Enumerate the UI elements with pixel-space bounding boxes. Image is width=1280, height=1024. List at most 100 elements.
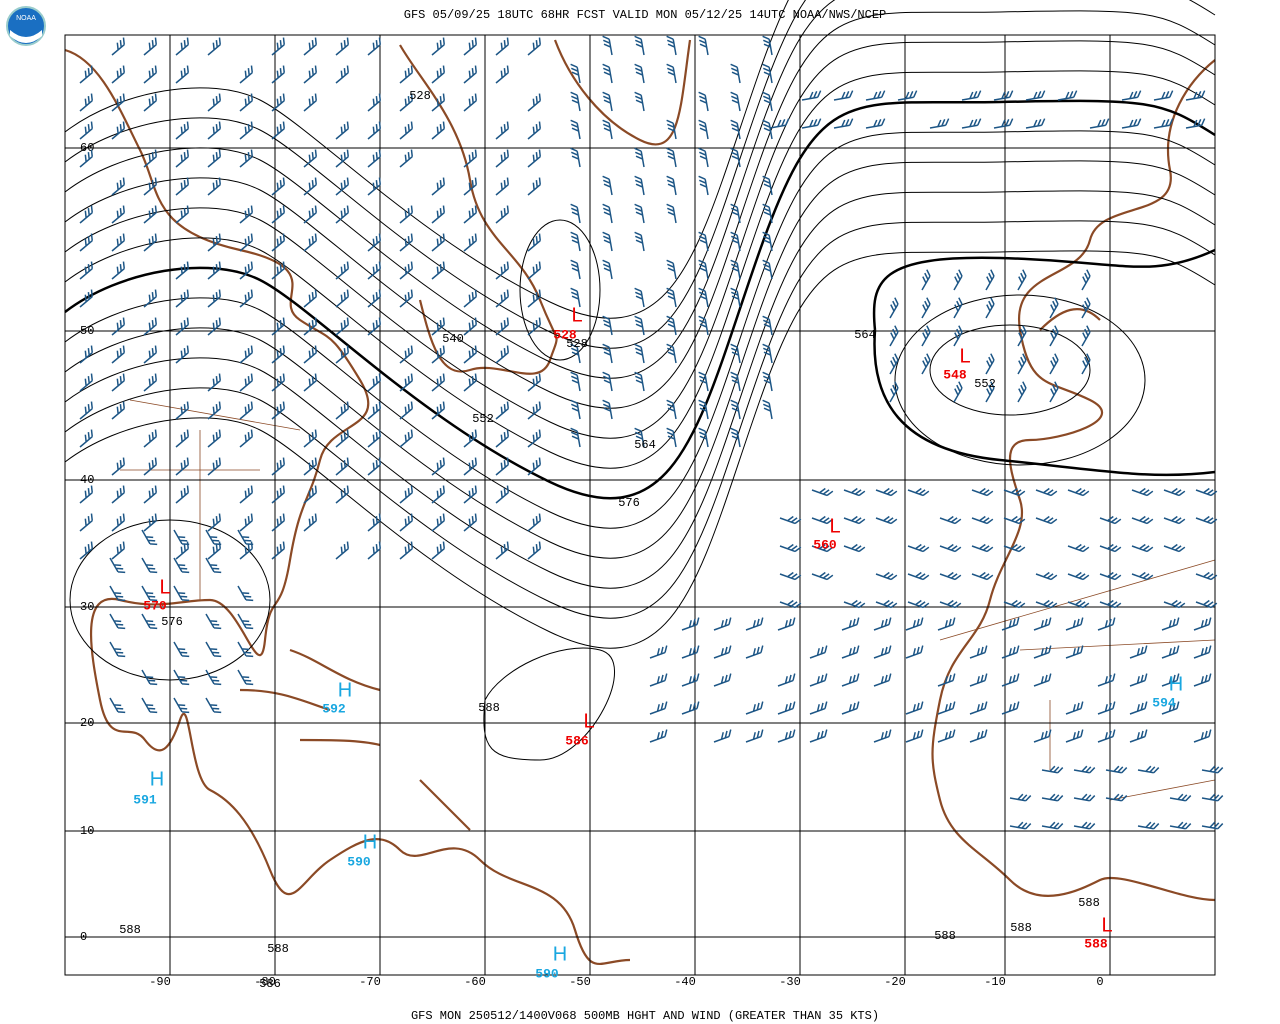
wind-barb xyxy=(175,121,190,140)
wind-barb xyxy=(175,205,190,224)
wind-barb xyxy=(1161,617,1180,631)
contour-label: 564 xyxy=(854,328,876,342)
wind-barb xyxy=(271,261,286,280)
wind-barb xyxy=(239,513,254,532)
wind-barb xyxy=(1201,765,1224,774)
wind-barb xyxy=(602,203,613,224)
wind-barb xyxy=(1169,793,1192,802)
wind-barb xyxy=(205,641,222,658)
wind-barb xyxy=(762,63,773,84)
wind-barb xyxy=(335,121,350,140)
wind-barb xyxy=(1161,673,1180,687)
wind-barb xyxy=(399,401,414,420)
wind-barb xyxy=(1131,571,1154,581)
wind-barb xyxy=(79,485,94,504)
wind-barb xyxy=(495,429,510,448)
wind-barb xyxy=(495,37,510,56)
wind-barb xyxy=(205,613,222,630)
wind-barb xyxy=(666,259,677,280)
wind-barb xyxy=(865,118,886,129)
wind-barb xyxy=(1131,543,1154,553)
wind-barb xyxy=(173,585,190,602)
wind-barb xyxy=(698,35,709,56)
wind-barb xyxy=(809,673,828,687)
lon-label: -30 xyxy=(779,975,801,989)
center-letter: H xyxy=(363,831,377,853)
wind-barb xyxy=(1067,599,1090,609)
wind-barb xyxy=(921,269,931,291)
wind-barb xyxy=(399,373,414,392)
wind-barb xyxy=(271,457,286,476)
wind-barb xyxy=(698,175,709,196)
wind-barb xyxy=(527,149,542,168)
wind-barb xyxy=(1081,353,1091,375)
wind-barb xyxy=(1033,729,1052,743)
wind-barb xyxy=(335,429,350,448)
wind-barb xyxy=(762,343,773,364)
wind-barb xyxy=(175,401,190,420)
wind-barb xyxy=(602,371,613,392)
wind-barb xyxy=(141,557,158,574)
wind-barb xyxy=(713,617,732,631)
wind-barb xyxy=(463,65,478,84)
wind-barb xyxy=(463,429,478,448)
wind-barb xyxy=(335,261,350,280)
wind-barb xyxy=(495,317,510,336)
wind-barb xyxy=(239,149,254,168)
wind-barb xyxy=(843,487,866,497)
wind-barb xyxy=(175,289,190,308)
wind-barb xyxy=(111,205,126,224)
wind-barb xyxy=(431,513,446,532)
wind-barb xyxy=(1001,701,1020,715)
wind-barb xyxy=(303,37,318,56)
wind-barb xyxy=(602,315,613,336)
logo-text: NOAA xyxy=(16,15,36,22)
wind-barb xyxy=(634,231,645,252)
wind-barb xyxy=(698,259,709,280)
wind-barb xyxy=(1099,599,1122,609)
wind-barb xyxy=(730,147,741,168)
wind-barb xyxy=(143,457,158,476)
wind-barb xyxy=(841,701,860,715)
wind-barb xyxy=(527,93,542,112)
wind-barb xyxy=(570,63,581,84)
wind-barb xyxy=(271,373,286,392)
wind-barb xyxy=(335,485,350,504)
wind-barb xyxy=(495,345,510,364)
contour-label: 540 xyxy=(442,332,464,346)
wind-barb xyxy=(762,231,773,252)
wind-barb xyxy=(303,289,318,308)
wind-barb xyxy=(143,93,158,112)
wind-barb xyxy=(207,261,222,280)
wind-barb xyxy=(79,401,94,420)
wind-barb xyxy=(303,233,318,252)
wind-barb xyxy=(173,641,190,658)
lon-label: -60 xyxy=(464,975,486,989)
wind-barb xyxy=(570,343,581,364)
contour xyxy=(64,0,789,319)
wind-barb xyxy=(937,729,956,743)
wind-barb xyxy=(730,427,741,448)
wind-barb xyxy=(1049,325,1059,347)
wind-barb xyxy=(431,177,446,196)
wind-barb xyxy=(745,645,764,659)
wind-barb xyxy=(698,119,709,140)
wind-barb xyxy=(745,617,764,631)
wind-barb xyxy=(1099,543,1122,553)
wind-barb xyxy=(745,729,764,743)
height-contours xyxy=(64,0,1216,761)
wind-barb xyxy=(431,345,446,364)
wind-barb xyxy=(399,93,414,112)
lat-label: 40 xyxy=(80,473,94,487)
wind-barb xyxy=(1129,645,1148,659)
contour xyxy=(64,0,807,349)
wind-barb xyxy=(1001,617,1020,631)
contour xyxy=(64,220,1216,619)
wind-barb xyxy=(666,63,677,84)
wind-barb xyxy=(431,457,446,476)
wind-barb xyxy=(602,119,613,140)
wind-barb xyxy=(495,261,510,280)
wind-barb xyxy=(1065,701,1084,715)
wind-barb xyxy=(271,121,286,140)
wind-barb xyxy=(463,93,478,112)
